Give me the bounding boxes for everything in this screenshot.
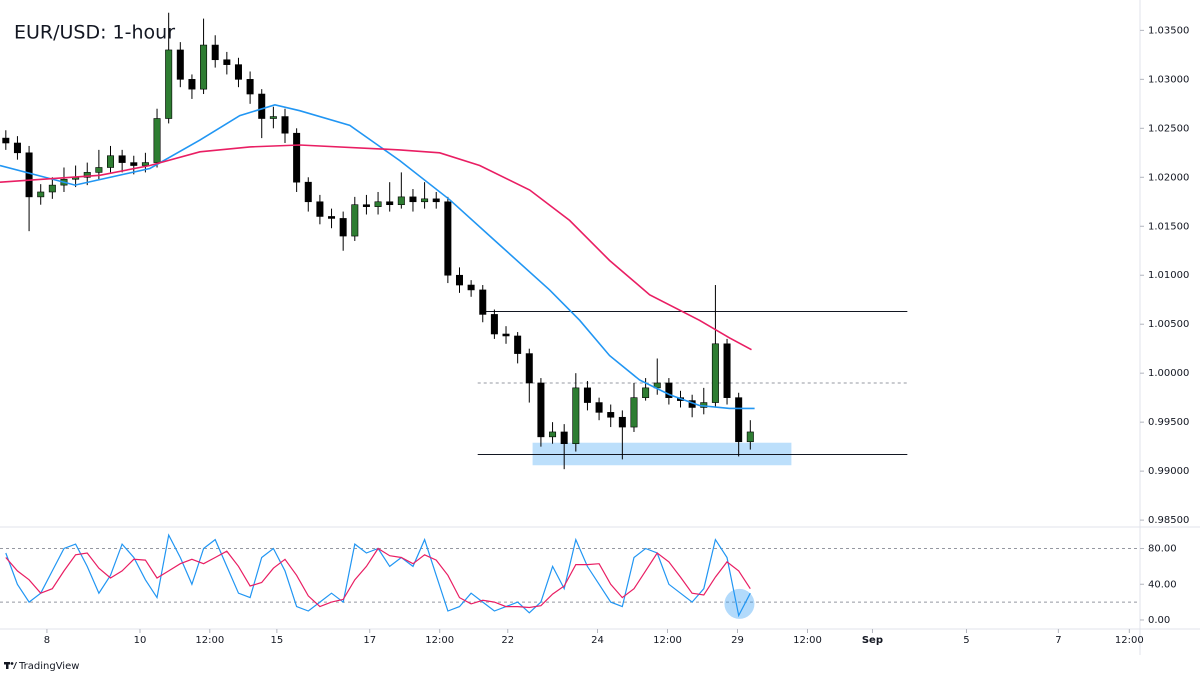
- candle-body: [339, 218, 347, 237]
- y-tick-label: 0.98500: [1148, 515, 1189, 526]
- candle-body: [607, 412, 615, 418]
- candle-body: [211, 44, 219, 61]
- x-tick-label: 12:00: [425, 635, 454, 646]
- candle-body: [572, 387, 580, 445]
- y-tick-label: 40.00: [1148, 579, 1177, 590]
- y-tick-label: 1.01500: [1148, 221, 1189, 232]
- x-tick-label: 5: [963, 635, 969, 646]
- candle-body: [583, 387, 591, 403]
- stochastic-line: [5, 547, 751, 609]
- moving-average: [0, 103, 755, 410]
- candle-body: [421, 198, 429, 203]
- x-tick-label: 7: [1055, 635, 1061, 646]
- chart-title: EUR/USD: 1-hour: [14, 22, 175, 44]
- candle-body: [549, 431, 557, 438]
- x-tick-label: Sep: [862, 635, 883, 646]
- y-tick-label: 0.99500: [1148, 417, 1189, 428]
- candle-body: [490, 314, 498, 335]
- candle-body: [118, 155, 126, 163]
- candle-body: [618, 416, 626, 428]
- x-tick-label: 10: [134, 635, 147, 646]
- candle-body: [316, 201, 324, 217]
- candle-body: [723, 343, 731, 398]
- candle-body: [711, 343, 719, 403]
- candle-body: [351, 204, 359, 237]
- y-tick-label: 1.02500: [1148, 123, 1189, 134]
- candle-body: [200, 44, 208, 90]
- candle-body: [514, 335, 522, 354]
- candle-body: [13, 142, 21, 154]
- candle-body: [374, 201, 382, 207]
- candle-body: [642, 387, 650, 398]
- y-tick-label: 1.00500: [1148, 319, 1189, 330]
- candle-body: [665, 382, 673, 398]
- candle-body: [444, 201, 452, 276]
- candle-body: [409, 196, 417, 203]
- candle-body: [432, 198, 440, 203]
- x-tick-label: 12:00: [1115, 635, 1144, 646]
- candle-body: [258, 93, 266, 119]
- y-tick-label: 80.00: [1148, 544, 1177, 555]
- candle-body: [630, 397, 638, 428]
- candle-body: [467, 284, 475, 291]
- y-tick-label: 1.02000: [1148, 172, 1189, 183]
- source-label: TradingView: [18, 661, 79, 672]
- candle-body: [746, 431, 754, 443]
- candle-body: [188, 79, 196, 90]
- candle-body: [165, 49, 173, 119]
- highlight-circle: [724, 588, 755, 619]
- candle-body: [176, 49, 184, 80]
- candle-body: [328, 216, 336, 219]
- x-tick-label: 24: [591, 635, 604, 646]
- candle-body: [246, 79, 254, 95]
- candle-body: [525, 353, 533, 384]
- candle-body: [455, 274, 463, 286]
- y-tick-label: 0.00: [1148, 615, 1170, 626]
- stochastic-line: [5, 533, 751, 618]
- y-tick-label: 1.03500: [1148, 25, 1189, 36]
- x-tick-label: 12:00: [793, 635, 822, 646]
- candle-body: [293, 132, 301, 183]
- x-tick-label: 29: [731, 635, 744, 646]
- y-tick-label: 0.99000: [1148, 466, 1189, 477]
- candle-body: [107, 155, 115, 168]
- candle-body: [735, 397, 743, 443]
- x-tick-label: 15: [270, 635, 283, 646]
- candle-body: [269, 116, 277, 119]
- candle-body: [37, 191, 45, 198]
- candle-body: [362, 204, 370, 207]
- candle-body: [502, 333, 510, 337]
- moving-average: [0, 144, 752, 351]
- candle-body: [397, 196, 405, 206]
- candle-body: [95, 167, 103, 173]
- y-tick-label: 1.01000: [1148, 270, 1189, 281]
- candle-body: [141, 162, 149, 166]
- candle-body: [304, 181, 312, 203]
- candle-body: [153, 118, 161, 163]
- logo: [4, 662, 17, 669]
- candle-body: [48, 184, 56, 193]
- candle-body: [386, 201, 394, 206]
- x-tick-label: 22: [501, 635, 514, 646]
- candle-body: [479, 289, 487, 315]
- candle-body: [595, 402, 603, 413]
- x-tick-label: 17: [363, 635, 376, 646]
- x-tick-label: 8: [44, 635, 50, 646]
- x-tick-label: 12:00: [653, 635, 682, 646]
- candle-body: [537, 382, 545, 438]
- y-tick-label: 1.00000: [1148, 368, 1189, 379]
- candle-body: [2, 137, 10, 144]
- candle-body: [25, 152, 33, 198]
- x-tick-label: 12:00: [195, 635, 224, 646]
- candle-body: [281, 116, 289, 134]
- candle-body: [83, 172, 91, 178]
- candle-body: [560, 431, 568, 445]
- candle-body: [234, 64, 242, 80]
- candle-body: [130, 162, 138, 166]
- candle-body: [223, 59, 231, 65]
- y-tick-label: 1.03000: [1148, 74, 1189, 85]
